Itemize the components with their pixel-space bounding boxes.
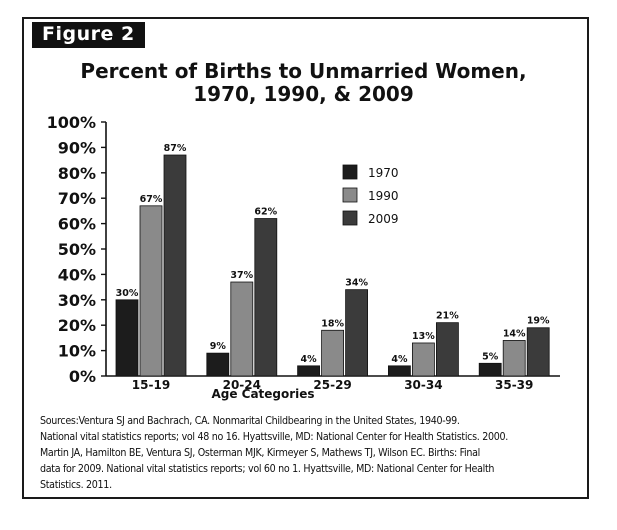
sources-note: Sources:Ventura SJ and Bachrach, CA. Non… <box>40 413 570 493</box>
chart-title-line1: Percent of Births to Unmarried Women, <box>80 59 527 83</box>
x-tick-label: 25-29 <box>313 378 351 392</box>
y-tick-label: 80% <box>58 164 96 183</box>
bar-value-label: 34% <box>345 278 368 289</box>
bar-value-label: 30% <box>116 288 139 299</box>
bar <box>115 299 139 377</box>
bar-chart: 0% 10% 20% 30% 40% 50% 60% 70% 80% 90% 100% 30% 67%… <box>47 113 560 401</box>
bar <box>163 154 187 377</box>
y-tick-label: 100% <box>47 113 96 132</box>
y-tick-label: 0% <box>69 367 96 386</box>
bar <box>478 362 502 377</box>
y-tick-label: 60% <box>58 215 96 234</box>
bar-value-label: 62% <box>254 207 277 218</box>
sources-line: Statistics. 2011. <box>40 479 112 491</box>
bar <box>230 281 254 377</box>
bar-value-label: 9% <box>210 341 227 352</box>
figure-frame <box>22 17 589 499</box>
bar <box>502 340 526 377</box>
sources-line: National vital statistics reports; vol 4… <box>40 431 509 443</box>
sources-line: Martin JA, Hamilton BE, Ventura SJ, Oste… <box>40 447 481 459</box>
bar-value-label: 87% <box>164 143 187 154</box>
y-tick-label: 90% <box>58 138 96 157</box>
bar-value-label: 19% <box>527 316 550 327</box>
x-tick-label: 20-24 <box>223 378 261 392</box>
y-tick-label: 10% <box>58 342 96 361</box>
bar-value-label: 37% <box>230 270 253 281</box>
y-tick-label: 50% <box>58 240 96 259</box>
bar <box>411 342 435 377</box>
bar-value-label: 67% <box>140 194 163 205</box>
bar-value-label: 4% <box>301 354 318 365</box>
bar-value-label: 18% <box>321 318 344 329</box>
sources-line: Sources:Ventura SJ and Bachrach, CA. Non… <box>40 415 460 427</box>
y-tick-label: 20% <box>58 316 96 335</box>
bar-value-label: 21% <box>436 311 459 322</box>
bar <box>254 218 278 377</box>
y-tick-label: 30% <box>58 291 96 310</box>
legend-swatch <box>342 187 358 203</box>
bar <box>345 289 369 377</box>
sources-line: data for 2009. National vital statistics… <box>40 463 495 475</box>
figure-label: Figure 2 <box>32 22 145 48</box>
legend-swatch <box>342 164 358 180</box>
chart-legend: 1970 1990 2009 <box>342 164 399 226</box>
chart-title-line2: 1970, 1990, & 2009 <box>193 82 414 106</box>
legend-label: 2009 <box>368 212 399 226</box>
y-tick-label: 70% <box>58 189 96 208</box>
bar <box>387 365 411 377</box>
bar <box>206 352 230 377</box>
x-tick-label: 15-19 <box>132 378 170 392</box>
chart-bars: 30% 67% 87% 15-19 9% 37% 62% 20-24 4% 18% 34% 25-29… <box>115 143 550 392</box>
bar-value-label: 13% <box>412 331 435 342</box>
bar <box>526 327 550 377</box>
bar <box>139 205 163 377</box>
bar <box>435 322 459 377</box>
x-axis-label: Age Categories <box>211 387 314 401</box>
bar <box>321 329 345 377</box>
legend-swatch <box>342 210 358 226</box>
bar <box>297 365 321 377</box>
bar-value-label: 5% <box>482 351 499 362</box>
x-tick-label: 30-34 <box>404 378 442 392</box>
y-tick-label: 40% <box>58 265 96 284</box>
bar-value-label: 4% <box>391 354 408 365</box>
legend-label: 1990 <box>368 189 399 203</box>
x-tick-label: 35-39 <box>495 378 533 392</box>
bar-value-label: 14% <box>503 328 526 339</box>
legend-label: 1970 <box>368 166 399 180</box>
